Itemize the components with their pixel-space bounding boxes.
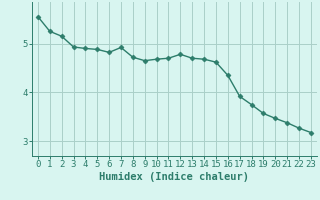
X-axis label: Humidex (Indice chaleur): Humidex (Indice chaleur)	[100, 172, 249, 182]
